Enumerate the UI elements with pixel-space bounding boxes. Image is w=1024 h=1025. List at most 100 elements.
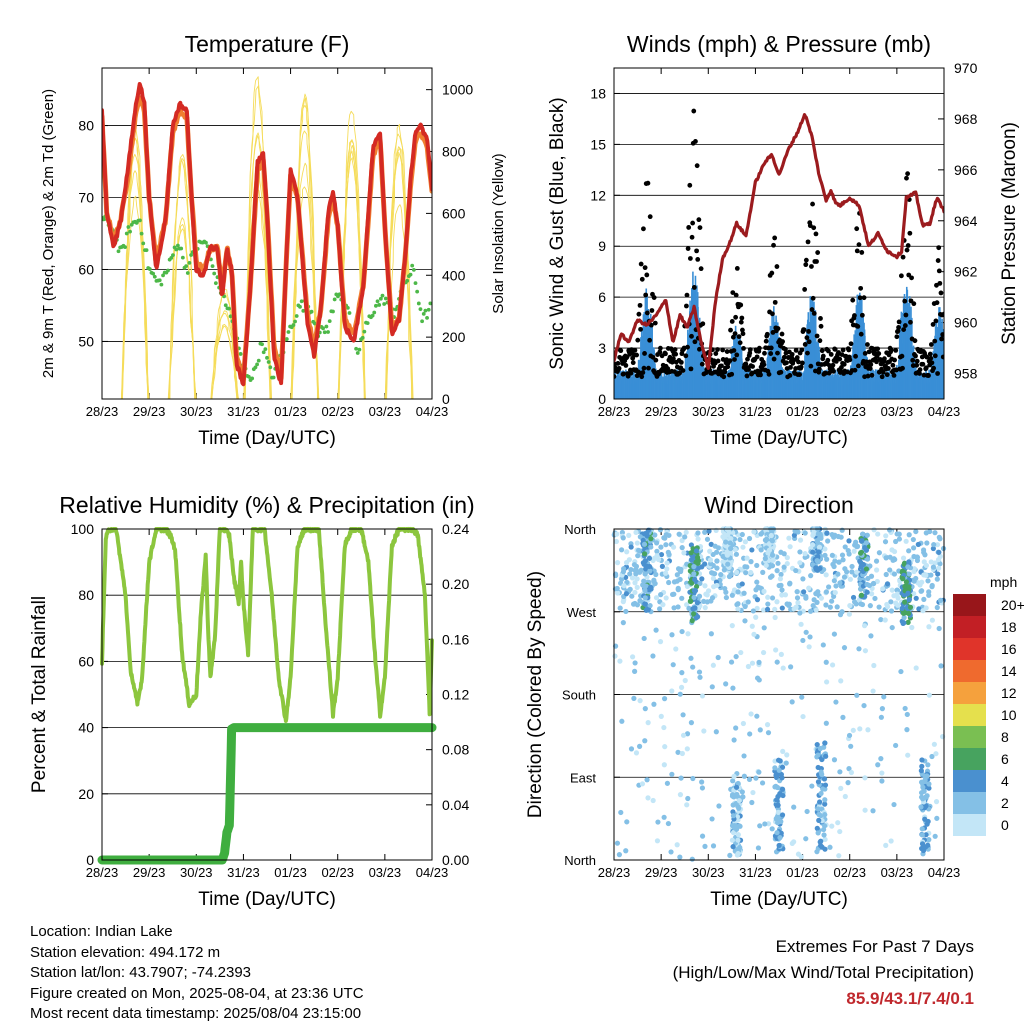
direction-point	[846, 538, 852, 544]
gust-point	[816, 366, 822, 372]
direction-point	[725, 561, 731, 567]
direction-point	[929, 753, 935, 760]
direction-point	[666, 551, 672, 558]
gust-point	[641, 365, 647, 371]
direction-point	[628, 544, 634, 550]
gust-point	[885, 366, 891, 371]
direction-point	[815, 830, 821, 836]
gust-point	[728, 327, 733, 333]
x-tick-label: 30/23	[692, 404, 725, 419]
direction-point	[933, 799, 940, 805]
dewpoint-point	[161, 273, 165, 278]
colorbar-label: 0	[1001, 817, 1009, 833]
dewpoint-point	[383, 296, 388, 301]
gust-point	[657, 349, 663, 355]
y-tick-label: 70	[78, 190, 94, 206]
direction-point	[781, 551, 787, 557]
solar-series	[121, 195, 150, 399]
direction-point	[788, 664, 794, 670]
direction-point	[756, 769, 762, 775]
direction-point	[935, 571, 941, 577]
direction-point	[742, 603, 748, 610]
solar-series	[290, 186, 320, 399]
gust-point	[780, 339, 785, 344]
direction-point	[737, 844, 743, 851]
gust-point	[811, 225, 817, 231]
direction-point	[772, 765, 778, 771]
y2-tick-label: 800	[442, 144, 466, 160]
direction-point	[819, 771, 825, 777]
dewpoint-point	[176, 243, 180, 248]
direction-point	[739, 531, 745, 538]
direction-point	[839, 527, 845, 533]
gust-point	[693, 138, 698, 144]
direction-point	[906, 584, 912, 590]
y2-tick-label: 400	[442, 267, 466, 283]
direction-point	[699, 693, 706, 699]
dewpoint-point	[204, 240, 208, 245]
dewpoint-point	[324, 324, 329, 329]
direction-point	[858, 601, 864, 607]
gust-point	[625, 373, 631, 379]
direction-point	[713, 729, 719, 735]
direction-point	[891, 548, 898, 555]
chart-title: Winds (mph) & Pressure (mb)	[627, 31, 931, 57]
direction-point	[825, 538, 831, 544]
direction-point	[641, 541, 648, 547]
direction-point	[640, 537, 646, 544]
direction-point	[654, 548, 660, 554]
direction-point	[864, 532, 870, 538]
direction-point	[919, 757, 925, 763]
direction-point	[680, 732, 687, 738]
direction-point	[934, 542, 941, 548]
gust-point	[796, 359, 801, 365]
dewpoint-point	[357, 347, 362, 352]
station-latlon: Station lat/lon: 43.7907; -74.2393	[30, 964, 252, 981]
direction-point	[650, 797, 656, 804]
gust-point	[832, 346, 838, 352]
gust-point	[770, 311, 775, 317]
direction-point	[906, 548, 912, 554]
gust-point	[697, 225, 703, 231]
direction-point	[904, 711, 910, 718]
direction-point	[932, 530, 938, 536]
direction-point	[632, 589, 638, 596]
y-tick-label: 18	[590, 85, 606, 101]
direction-point	[646, 563, 653, 570]
direction-point	[918, 804, 924, 810]
station-info: Location: Indian Lake Station elevation:…	[30, 922, 364, 1025]
direction-point	[663, 595, 669, 601]
gust-point	[923, 365, 929, 371]
chart-title: Temperature (F)	[185, 31, 350, 57]
direction-point	[691, 588, 698, 594]
dewpoint-point	[413, 281, 418, 286]
direction-point	[829, 823, 835, 829]
solar-series	[169, 154, 196, 399]
direction-point	[723, 594, 729, 601]
direction-point	[642, 706, 648, 712]
direction-point	[831, 757, 838, 763]
gust-point	[766, 371, 772, 377]
gust-point	[680, 368, 686, 373]
direction-point	[669, 688, 675, 694]
gust-point	[898, 273, 904, 279]
gust-point	[761, 362, 767, 368]
direction-point	[748, 569, 754, 576]
y-tick-label: 60	[78, 261, 94, 277]
direction-point	[754, 597, 761, 603]
gust-point	[811, 310, 817, 316]
y2-axis-label: Station Pressure (Maroon)	[999, 122, 1020, 345]
dewpoint-point	[370, 313, 375, 318]
direction-point	[692, 576, 698, 583]
gust-point	[910, 357, 916, 363]
direction-point	[731, 737, 737, 743]
direction-point	[642, 583, 648, 589]
dewpoint-point	[372, 310, 377, 315]
direction-point	[623, 608, 629, 615]
gust-point	[826, 348, 831, 354]
direction-point	[763, 562, 769, 569]
gust-point	[738, 302, 744, 308]
gust-point	[854, 226, 860, 232]
direction-point	[818, 595, 824, 601]
dewpoint-point	[159, 282, 164, 287]
